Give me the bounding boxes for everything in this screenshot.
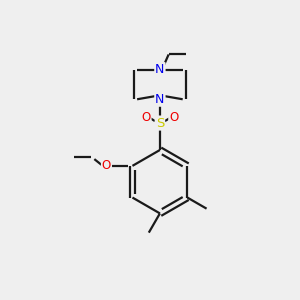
Text: O: O (169, 111, 178, 124)
Text: O: O (102, 159, 111, 172)
Text: O: O (141, 111, 151, 124)
Text: S: S (156, 117, 164, 130)
Text: N: N (155, 93, 165, 106)
Text: N: N (155, 63, 165, 76)
